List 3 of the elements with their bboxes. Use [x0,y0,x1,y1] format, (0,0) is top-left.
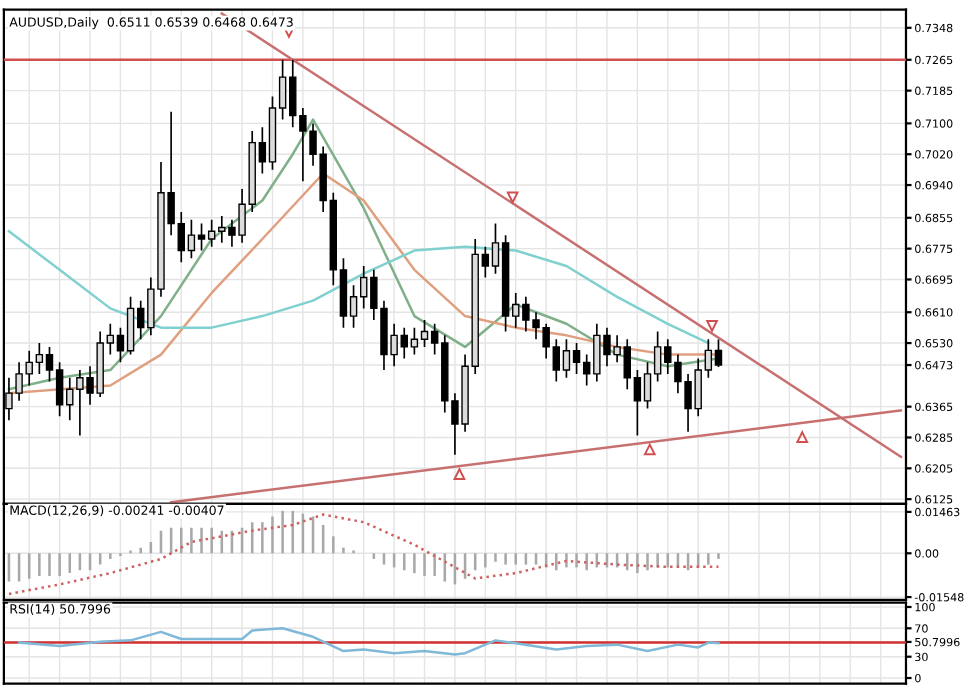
line-series [17,627,720,656]
line-series [7,513,720,596]
line-series [7,230,710,345]
